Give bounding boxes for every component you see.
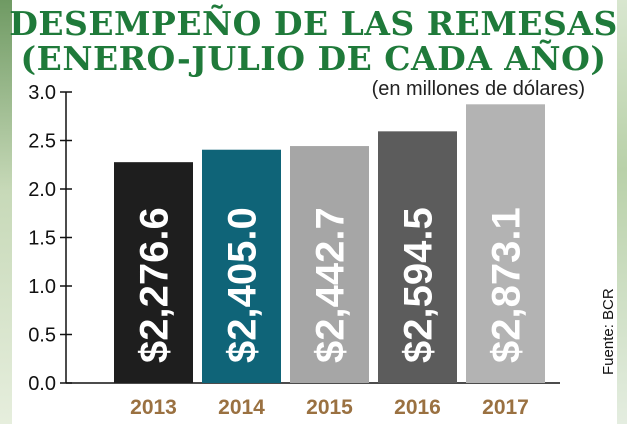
y-tick-label: 1.5 [28, 228, 56, 250]
data-label-2014: $2,405.0 [221, 207, 265, 363]
right-decoration [617, 0, 627, 424]
x-tick-label-2016: 2016 [394, 396, 441, 419]
y-tick-label: 0.0 [28, 373, 56, 395]
y-tick-label: 2.0 [28, 179, 56, 201]
y-tick-label: 1.0 [28, 276, 56, 298]
x-tick-label-2017: 2017 [482, 396, 529, 419]
x-tick-label-2014: 2014 [218, 396, 265, 419]
x-tick-label-2015: 2015 [306, 396, 353, 419]
y-tick-label: 0.5 [28, 325, 56, 347]
bar-2014 [202, 149, 281, 383]
chart-title-line-2: (ENERO-JULIO DE CADA AÑO) [20, 39, 607, 78]
y-tick-label: 2.5 [28, 131, 56, 153]
bar-2015 [290, 146, 369, 383]
bar-2013 [114, 162, 193, 383]
left-decoration [0, 0, 12, 424]
data-label-2015: $2,442.7 [309, 207, 353, 363]
data-label-2013: $2,276.6 [133, 207, 177, 363]
bar-2016 [378, 131, 457, 383]
y-tick-label: 3.0 [28, 82, 56, 104]
unit-label: (en millones de dólares) [371, 78, 585, 100]
bar-2017 [466, 104, 545, 384]
x-tick-label-2013: 2013 [130, 396, 177, 419]
data-label-2017: $2,873.1 [485, 207, 529, 363]
chart-title-line-1: DESEMPEÑO DE LAS REMESAS [9, 4, 618, 43]
data-label-2016: $2,594.5 [397, 207, 441, 363]
